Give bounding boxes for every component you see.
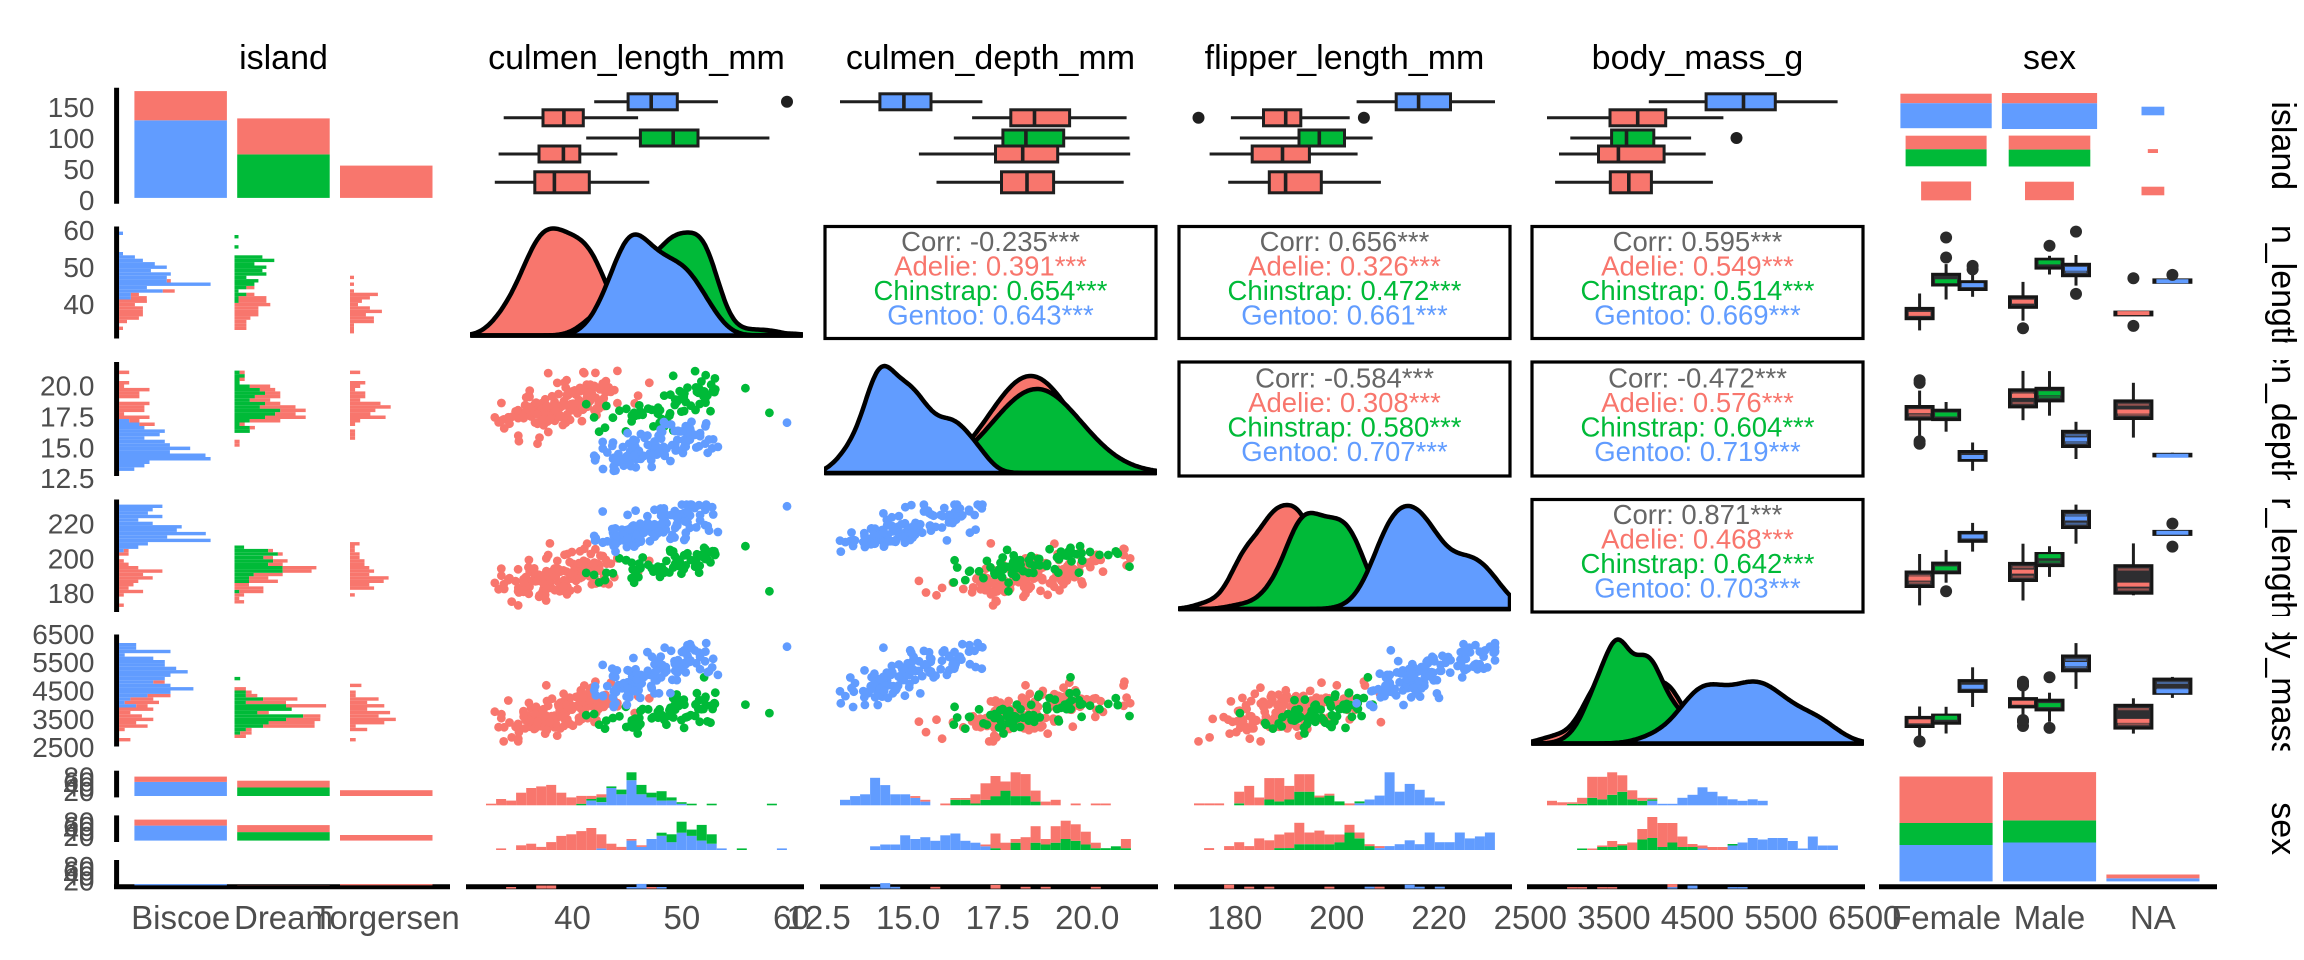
svg-text:40: 40 xyxy=(63,289,94,320)
svg-text:60: 60 xyxy=(63,856,94,887)
svg-text:12.5: 12.5 xyxy=(786,899,850,936)
svg-text:island: island xyxy=(239,39,328,77)
svg-text:Corr: -0.235***: Corr: -0.235*** xyxy=(901,226,1080,257)
svg-text:Adelie: 0.468***: Adelie: 0.468*** xyxy=(1601,524,1794,555)
svg-text:5500: 5500 xyxy=(32,647,94,678)
svg-text:180: 180 xyxy=(1207,899,1262,936)
svg-text:17.5: 17.5 xyxy=(966,899,1030,936)
svg-text:0: 0 xyxy=(79,185,95,216)
svg-text:12.5: 12.5 xyxy=(40,463,95,494)
svg-text:4500: 4500 xyxy=(1661,899,1734,936)
svg-text:Female: Female xyxy=(1891,899,2001,936)
svg-text:Gentoo: 0.707***: Gentoo: 0.707*** xyxy=(1241,436,1448,467)
svg-text:Biscoe: Biscoe xyxy=(131,899,230,936)
svg-text:3500: 3500 xyxy=(32,704,94,735)
svg-text:60: 60 xyxy=(773,899,810,936)
svg-text:Corr: 0.871***: Corr: 0.871*** xyxy=(1613,499,1783,530)
svg-text:Gentoo: 0.643***: Gentoo: 0.643*** xyxy=(887,299,1094,330)
svg-text:NA: NA xyxy=(2130,899,2176,936)
svg-text:60: 60 xyxy=(63,215,94,246)
svg-text:6500: 6500 xyxy=(1828,899,1901,936)
svg-text:200: 200 xyxy=(48,543,95,574)
svg-text:Chinstrap: 0.580***: Chinstrap: 0.580*** xyxy=(1228,411,1462,442)
svg-text:body_mass_g: body_mass_g xyxy=(1592,39,1804,77)
svg-text:Gentoo: 0.703***: Gentoo: 0.703*** xyxy=(1594,573,1801,604)
svg-text:culmen_depth_mm: culmen_depth_mm xyxy=(846,39,1135,77)
svg-text:Chinstrap: 0.642***: Chinstrap: 0.642*** xyxy=(1581,548,1815,579)
svg-text:50: 50 xyxy=(664,899,701,936)
svg-text:Adelie: 0.576***: Adelie: 0.576*** xyxy=(1601,387,1794,418)
svg-text:culmen_length_mm: culmen_length_mm xyxy=(2264,134,2302,431)
svg-text:Corr: 0.595***: Corr: 0.595*** xyxy=(1613,226,1783,257)
svg-text:50: 50 xyxy=(63,252,94,283)
svg-text:Adelie: 0.391***: Adelie: 0.391*** xyxy=(894,250,1087,281)
svg-text:80: 80 xyxy=(63,806,94,837)
svg-text:220: 220 xyxy=(1411,899,1466,936)
svg-text:body_mass_g: body_mass_g xyxy=(2264,585,2302,797)
svg-text:80: 80 xyxy=(63,851,94,882)
svg-text:40: 40 xyxy=(63,816,94,847)
svg-text:Corr: -0.472***: Corr: -0.472*** xyxy=(1608,362,1787,393)
svg-text:Male: Male xyxy=(2014,899,2086,936)
svg-text:Dream: Dream xyxy=(234,899,333,936)
svg-text:150: 150 xyxy=(48,92,95,123)
svg-text:80: 80 xyxy=(63,762,94,793)
svg-text:3500: 3500 xyxy=(1577,899,1650,936)
svg-text:20: 20 xyxy=(63,776,94,807)
svg-text:15.0: 15.0 xyxy=(876,899,940,936)
svg-text:15.0: 15.0 xyxy=(40,432,95,463)
svg-text:Chinstrap: 0.514***: Chinstrap: 0.514*** xyxy=(1581,275,1815,306)
svg-text:40: 40 xyxy=(63,861,94,892)
svg-text:20.0: 20.0 xyxy=(1055,899,1119,936)
svg-text:Chinstrap: 0.604***: Chinstrap: 0.604*** xyxy=(1581,411,1815,442)
svg-text:40: 40 xyxy=(63,771,94,802)
svg-text:Adelie: 0.549***: Adelie: 0.549*** xyxy=(1601,250,1794,281)
svg-text:50: 50 xyxy=(63,154,94,185)
svg-text:17.5: 17.5 xyxy=(40,402,95,433)
svg-text:2500: 2500 xyxy=(32,732,94,763)
svg-text:6500: 6500 xyxy=(32,619,94,650)
svg-text:sex: sex xyxy=(2023,39,2076,77)
svg-text:20.0: 20.0 xyxy=(40,371,95,402)
svg-text:200: 200 xyxy=(1309,899,1364,936)
svg-text:culmen_length_mm: culmen_length_mm xyxy=(488,39,785,77)
svg-text:2500: 2500 xyxy=(1494,899,1567,936)
svg-text:Gentoo: 0.719***: Gentoo: 0.719*** xyxy=(1594,436,1801,467)
svg-text:Gentoo: 0.669***: Gentoo: 0.669*** xyxy=(1594,299,1801,330)
svg-text:flipper_length_mm: flipper_length_mm xyxy=(2264,416,2302,696)
svg-text:5500: 5500 xyxy=(1744,899,1817,936)
svg-text:Chinstrap: 0.472***: Chinstrap: 0.472*** xyxy=(1228,275,1462,306)
svg-text:Gentoo: 0.661***: Gentoo: 0.661*** xyxy=(1241,299,1448,330)
svg-text:4500: 4500 xyxy=(32,676,94,707)
svg-text:60: 60 xyxy=(63,766,94,797)
svg-text:island: island xyxy=(2264,101,2302,190)
svg-text:culmen_depth_mm: culmen_depth_mm xyxy=(2264,274,2302,563)
svg-text:Chinstrap: 0.654***: Chinstrap: 0.654*** xyxy=(874,275,1108,306)
svg-text:220: 220 xyxy=(48,509,95,540)
svg-text:Corr: -0.584***: Corr: -0.584*** xyxy=(1255,362,1434,393)
svg-text:20: 20 xyxy=(63,865,94,896)
svg-text:20: 20 xyxy=(63,821,94,852)
svg-text:60: 60 xyxy=(63,811,94,842)
svg-text:Adelie: 0.326***: Adelie: 0.326*** xyxy=(1248,250,1441,281)
svg-text:40: 40 xyxy=(554,899,591,936)
svg-text:sex: sex xyxy=(2264,802,2302,855)
svg-text:100: 100 xyxy=(48,123,95,154)
svg-text:flipper_length_mm: flipper_length_mm xyxy=(1205,39,1485,77)
svg-text:Adelie: 0.308***: Adelie: 0.308*** xyxy=(1248,387,1441,418)
svg-text:180: 180 xyxy=(48,578,95,609)
svg-text:Corr: 0.656***: Corr: 0.656*** xyxy=(1260,226,1430,257)
svg-text:Torgersen: Torgersen xyxy=(313,899,460,936)
